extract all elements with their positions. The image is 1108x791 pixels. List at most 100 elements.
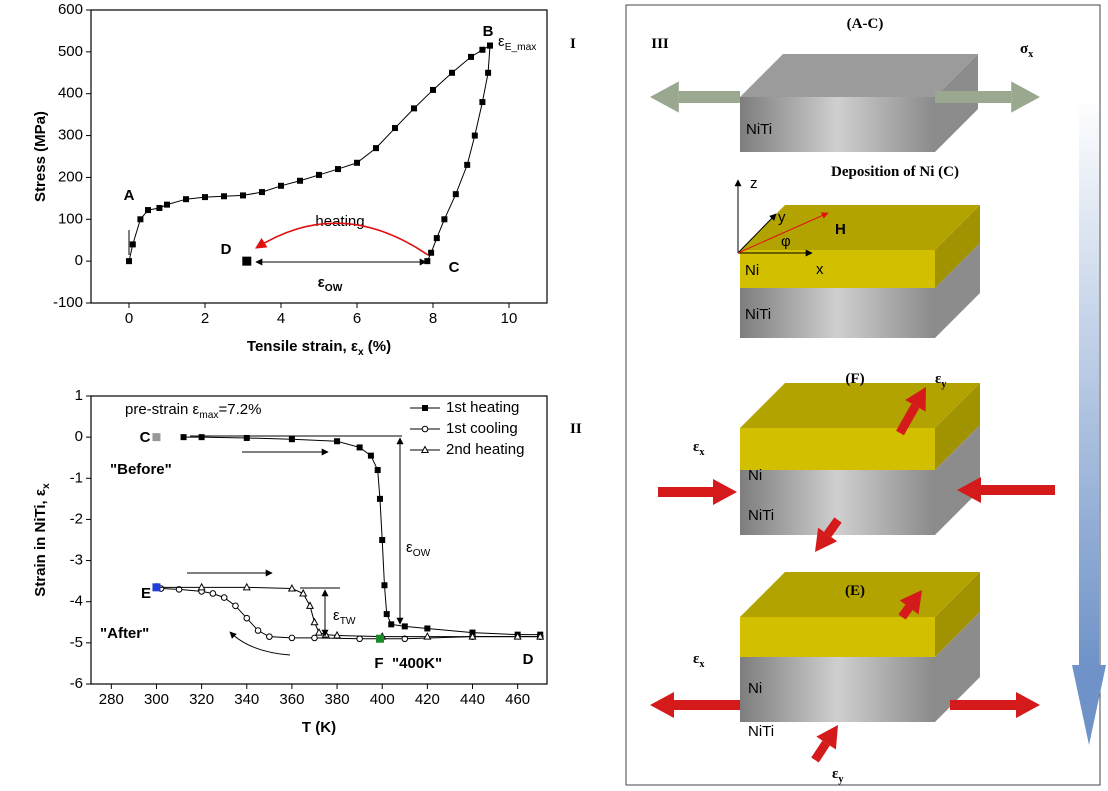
diagram-label: z — [750, 175, 758, 192]
diagram-label: (F) — [845, 371, 864, 387]
marker — [388, 621, 395, 628]
y-tick-label: 200 — [58, 168, 83, 185]
annotation: C — [449, 259, 460, 276]
arrow-head — [1011, 81, 1040, 113]
marker — [449, 69, 455, 76]
plot-frame — [90, 9, 548, 304]
text-part: ε — [333, 607, 340, 624]
marker — [220, 594, 228, 601]
annotation: εE_max — [498, 33, 536, 53]
text-part: C — [449, 259, 460, 276]
highlight-point — [152, 583, 161, 592]
block-layer — [740, 97, 935, 152]
force-arrow — [896, 387, 926, 436]
marker — [424, 258, 431, 265]
diagram-label: εy — [832, 766, 844, 785]
text-part: I — [570, 36, 576, 52]
force-arrow — [950, 692, 1040, 718]
block-layer — [740, 288, 935, 338]
marker — [242, 256, 252, 266]
marker — [433, 235, 440, 242]
marker — [202, 194, 208, 201]
sequence-arrow-head — [1072, 665, 1106, 745]
marker — [164, 201, 170, 208]
diagram-label: Ni — [748, 467, 762, 484]
diagram-label: III — [651, 36, 669, 52]
marker — [452, 191, 459, 198]
marker — [243, 614, 251, 622]
marker — [334, 438, 341, 445]
text-part: max — [199, 410, 218, 421]
marker — [485, 69, 492, 76]
marker — [180, 434, 187, 441]
marker — [209, 590, 217, 597]
marker — [254, 627, 262, 634]
arrow-shaft — [823, 517, 842, 538]
x-tick-label: 4 — [277, 310, 285, 327]
text-part: heating — [315, 213, 364, 230]
annotation: heating — [315, 213, 364, 230]
y-tick-label: 0 — [75, 428, 83, 445]
text-part: (E) — [845, 583, 865, 599]
marker — [314, 628, 324, 636]
text-part: Strain in NiTi, ε — [32, 489, 49, 597]
annotation: εTW — [333, 607, 356, 627]
marker — [479, 99, 486, 106]
marker — [183, 196, 189, 203]
text-part: ε — [693, 439, 700, 455]
marker — [145, 207, 151, 214]
diagram-label: σx — [1020, 41, 1034, 60]
y-tick-label: -2 — [70, 510, 83, 527]
marker — [333, 630, 342, 639]
marker — [479, 46, 486, 53]
arrow-head — [905, 387, 926, 412]
text-part: "After" — [100, 625, 149, 642]
text-part: ε — [832, 766, 839, 782]
legend-label: 1st heating — [446, 399, 519, 416]
marker — [259, 189, 265, 196]
heating-arrow — [255, 222, 429, 256]
diagram-label: φ — [781, 233, 791, 250]
text-part: y — [838, 774, 843, 785]
diagram-label: εx — [693, 651, 705, 670]
annotation: II — [570, 421, 582, 437]
arrow-head — [713, 479, 737, 505]
marker — [311, 634, 318, 642]
marker — [401, 635, 409, 643]
text-part: "Before" — [110, 461, 172, 478]
field-arrow — [737, 212, 829, 254]
legend-marker — [421, 425, 429, 433]
annotation: B — [483, 23, 494, 40]
force-arrow — [957, 477, 1055, 503]
x-tick-label: 10 — [501, 310, 518, 327]
diagram-label: (E) — [845, 583, 865, 599]
y-tick-label: 400 — [58, 85, 83, 102]
arrow-shaft — [896, 403, 920, 436]
x-axis-title: Tensile strain, εx (%) — [247, 338, 391, 358]
y-tick-label: 600 — [58, 1, 83, 18]
block-top — [740, 54, 978, 97]
text-part: E_max — [505, 42, 537, 53]
marker — [310, 617, 319, 626]
marker — [316, 171, 322, 178]
block-side — [935, 572, 980, 657]
series-line — [426, 45, 491, 262]
marker — [287, 583, 296, 592]
marker — [356, 444, 363, 451]
text-part: Ni — [748, 467, 762, 484]
text-part: y — [778, 209, 786, 226]
diagram-frame — [625, 4, 1101, 786]
marker — [299, 588, 308, 597]
arrow-head — [1016, 692, 1040, 718]
marker — [379, 537, 386, 543]
text-part: z — [750, 175, 758, 192]
marker — [356, 635, 363, 643]
marker — [383, 611, 390, 618]
diagram-label: Ni — [748, 680, 762, 697]
text-part: C — [140, 429, 151, 446]
marker — [354, 159, 360, 166]
annotation: "Before" — [110, 461, 172, 478]
axis-arrow — [737, 213, 777, 254]
annotation: E — [141, 585, 151, 602]
plot-frame — [90, 395, 548, 685]
